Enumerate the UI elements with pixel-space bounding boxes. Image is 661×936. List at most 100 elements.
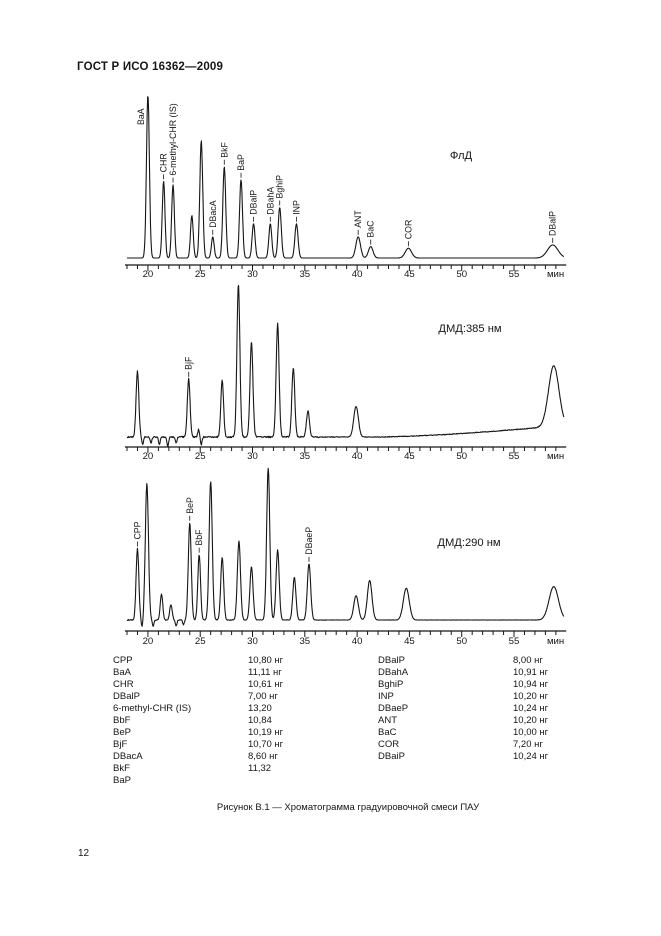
table-row: CHR 10,61 нг <box>113 679 283 691</box>
detector-label: ФлД <box>450 150 473 162</box>
compound-name: CHR <box>113 679 134 690</box>
compound-amount: 8,00 нг <box>513 655 543 666</box>
figure-caption: Рисунок В.1 — Хроматограмма градуировочн… <box>216 802 480 813</box>
axis-tick-label: 20 <box>143 269 154 280</box>
compound-amount: 7,00 нг <box>248 691 278 702</box>
compound-name: BbF <box>113 715 131 726</box>
compound-amount: 10,61 нг <box>248 679 284 690</box>
peak-label: BeP <box>185 497 195 514</box>
compound-name: DBaeP <box>378 703 409 714</box>
compound-amount: 10,20 нг <box>513 691 549 702</box>
axis-tick-label: 55 <box>509 269 520 280</box>
compound-name: INP <box>378 691 394 702</box>
compound-name: DBalP <box>378 655 405 666</box>
compound-name: DBahA <box>378 667 409 678</box>
peak-label: DBalP <box>548 211 558 236</box>
table-row: BjF 10,70 нг <box>113 739 283 751</box>
peak-label: ANT <box>353 210 363 228</box>
axis-tick-label: 55 <box>509 636 520 647</box>
peak-label: CPP <box>132 521 142 539</box>
axis-tick-label: 35 <box>299 451 310 462</box>
compound-name: BeP <box>113 727 131 738</box>
axis-tick-label: 25 <box>195 269 206 280</box>
compound-name: BjF <box>113 739 128 750</box>
compound-amount: 10,80 нг <box>248 655 284 666</box>
compound-amount: 10,91 нг <box>513 667 549 678</box>
table-row: BaA 11,11 нг <box>113 667 283 679</box>
table-row: BghiP 10,94 нг <box>378 679 548 691</box>
axis-tick-label: 50 <box>456 636 467 647</box>
peak-label: BkF <box>219 141 229 157</box>
compound-amount: 10,20 нг <box>513 715 549 726</box>
calibration-table-column-right: DBalP 8,00 нг DBahA 10,91 нг BghiP 10,94 нг IN… <box>378 655 548 763</box>
axis-tick-label: 25 <box>195 636 206 647</box>
compound-name: DBacA <box>113 751 143 762</box>
table-row: DBaeP 10,24 нг <box>378 703 548 715</box>
peak-label: BaA <box>136 108 146 125</box>
compound-amount: 10,19 нг <box>248 727 284 738</box>
chromatogram-dmd-290nm: 20 25 30 35 40 45 50 55 мин ДМД:290 нм CPP BeP BbF DB… <box>125 467 567 647</box>
compound-name: 6-methyl-CHR (IS) <box>113 703 192 714</box>
table-row: DBalP 8,00 нг <box>378 655 548 667</box>
axis-tick-label: 30 <box>247 451 258 462</box>
compound-amount: 10,94 нг <box>513 679 549 690</box>
table-row: INP 10,20 нг <box>378 691 548 703</box>
compound-name: BaC <box>378 727 397 738</box>
axis-tick-label: 20 <box>143 451 154 462</box>
peak-label: BjF <box>184 356 194 370</box>
compound-amount: 13,20 <box>248 703 272 714</box>
table-row: CPP 10,80 нг <box>113 655 283 667</box>
compound-amount: 10,24 нг <box>513 703 549 714</box>
axis-unit-label: мин <box>547 451 564 462</box>
table-row: BbF 10,84 <box>113 715 283 727</box>
axis-tick-label: 50 <box>456 269 467 280</box>
axis-tick-label: 40 <box>352 636 363 647</box>
compound-name: BkF <box>113 763 130 774</box>
axis-unit-label: мин <box>547 269 564 280</box>
axis-tick-label: 55 <box>509 451 520 462</box>
peak-label: BbF <box>194 529 204 546</box>
table-row: DBacA 8,60 нг <box>113 751 283 763</box>
axis-tick-label: 40 <box>352 269 363 280</box>
axis-tick-label: 35 <box>299 269 310 280</box>
axis-tick-label: 45 <box>404 269 415 280</box>
axis-tick-label: 30 <box>247 636 258 647</box>
table-row: DBahA 10,91 нг <box>378 667 548 679</box>
table-row: BeP 10,19 нг <box>113 727 283 739</box>
compound-name: DBalP <box>113 691 140 702</box>
compound-name: BaA <box>113 667 131 678</box>
calibration-table-column-left: CPP 10,80 нг BaA 11,11 нг CHR 10,61 нг DBalP 7,… <box>113 655 283 787</box>
peak-label: INP <box>291 200 301 215</box>
table-row: DBaiP 10,24 нг <box>378 751 548 763</box>
page-header: ГОСТ Р ИСО 16362—2009 <box>77 61 224 73</box>
table-row: BaP <box>113 775 283 787</box>
compound-name: CPP <box>113 655 133 666</box>
table-row: COR 7,20 нг <box>378 739 548 751</box>
axis-tick-label: 30 <box>247 269 258 280</box>
compound-name: BaP <box>113 775 131 786</box>
peak-label: DBahA <box>265 187 275 215</box>
compound-amount: 11,32 <box>248 763 272 774</box>
peak-label: BaC <box>366 220 376 238</box>
detector-label: ДМД:385 нм <box>438 323 501 335</box>
chromatogram-fld: 20 25 30 35 40 45 50 55 мин ФлД BaA CHR 6-methyl-CHR… <box>125 96 567 280</box>
chromatogram-dmd-385nm: 20 25 30 35 40 45 50 55 мин ДМД:385 нм BjF <box>125 284 567 462</box>
compound-amount: 10,84 <box>248 715 272 726</box>
page-number: 12 <box>78 848 90 859</box>
compound-name: COR <box>378 739 400 750</box>
axis-tick-label: 40 <box>352 451 363 462</box>
peak-label: DBaeP <box>304 527 314 555</box>
axis-tick-label: 45 <box>404 451 415 462</box>
peak-label: DBacA <box>208 200 218 228</box>
axis-tick-label: 20 <box>143 636 154 647</box>
peak-label: CHR <box>159 153 169 172</box>
table-row: BaC 10,00 нг <box>378 727 548 739</box>
peak-label: 6-methyl-CHR (IS) <box>168 103 178 175</box>
table-row: 6-methyl-CHR (IS) 13,20 <box>113 703 283 715</box>
compound-name: BghiP <box>378 679 404 690</box>
table-row: ANT 10,20 нг <box>378 715 548 727</box>
axis-tick-label: 45 <box>404 636 415 647</box>
chromatogram-trace <box>126 96 565 259</box>
peak-label: DBalP <box>249 190 259 215</box>
compound-amount: 10,24 нг <box>513 751 549 762</box>
